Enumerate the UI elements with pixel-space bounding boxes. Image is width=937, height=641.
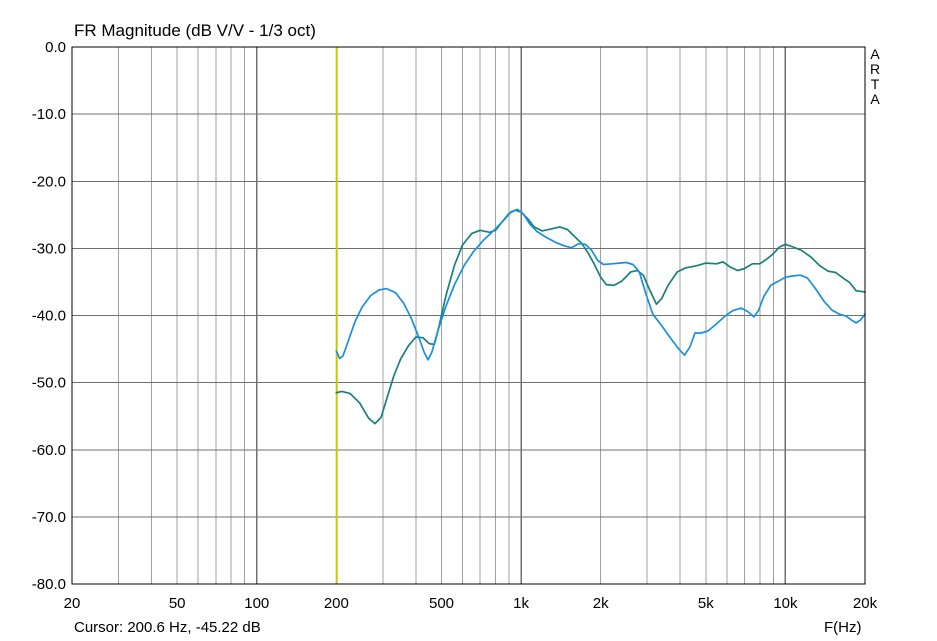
y-tick-label: -20.0 bbox=[32, 173, 66, 190]
x-tick-label: 1k bbox=[513, 595, 529, 612]
x-tick-label: 10k bbox=[773, 595, 798, 612]
y-tick-label: -30.0 bbox=[32, 240, 66, 257]
x-tick-label: 2k bbox=[593, 595, 609, 612]
y-tick-label: -60.0 bbox=[32, 442, 66, 459]
x-tick-label: 50 bbox=[169, 595, 186, 612]
y-tick-label: -80.0 bbox=[32, 576, 66, 593]
arta-letter: R bbox=[869, 61, 881, 77]
series-line-1 bbox=[335, 209, 866, 425]
y-tick-label: -70.0 bbox=[32, 509, 66, 526]
x-tick-label: 20 bbox=[64, 595, 81, 612]
x-tick-labels: 20 50 100 200 500 1k 2k 5k 10k 20k bbox=[64, 595, 878, 612]
arta-letter: A bbox=[870, 46, 880, 62]
x-tick-label: 100 bbox=[244, 595, 269, 612]
arta-letter: A bbox=[870, 91, 880, 107]
y-tick-label: -50.0 bbox=[32, 375, 66, 392]
grid bbox=[72, 47, 865, 584]
chart-title: FR Magnitude (dB V/V - 1/3 oct) bbox=[74, 21, 316, 40]
y-tick-label: 0.0 bbox=[45, 39, 66, 56]
arta-side-label: A R T A bbox=[869, 47, 881, 107]
x-axis-unit-label: F(Hz) bbox=[824, 619, 862, 636]
x-tick-label: 200 bbox=[324, 595, 349, 612]
y-tick-label: -10.0 bbox=[32, 106, 66, 123]
plot-frame bbox=[71, 46, 866, 585]
cursor-readout: Cursor: 200.6 Hz, -45.22 dB bbox=[74, 619, 261, 636]
x-tick-label: 5k bbox=[698, 595, 714, 612]
x-tick-label: 500 bbox=[429, 595, 454, 612]
x-tick-label: 20k bbox=[853, 595, 878, 612]
series-lines bbox=[335, 208, 866, 425]
y-tick-labels: 0.0 -10.0 -20.0 -30.0 -40.0 -50.0 -60.0 -70.0 -8… bbox=[32, 39, 66, 593]
series-line-2 bbox=[335, 208, 866, 361]
y-tick-label: -40.0 bbox=[32, 308, 66, 325]
arta-letter: T bbox=[870, 76, 880, 92]
